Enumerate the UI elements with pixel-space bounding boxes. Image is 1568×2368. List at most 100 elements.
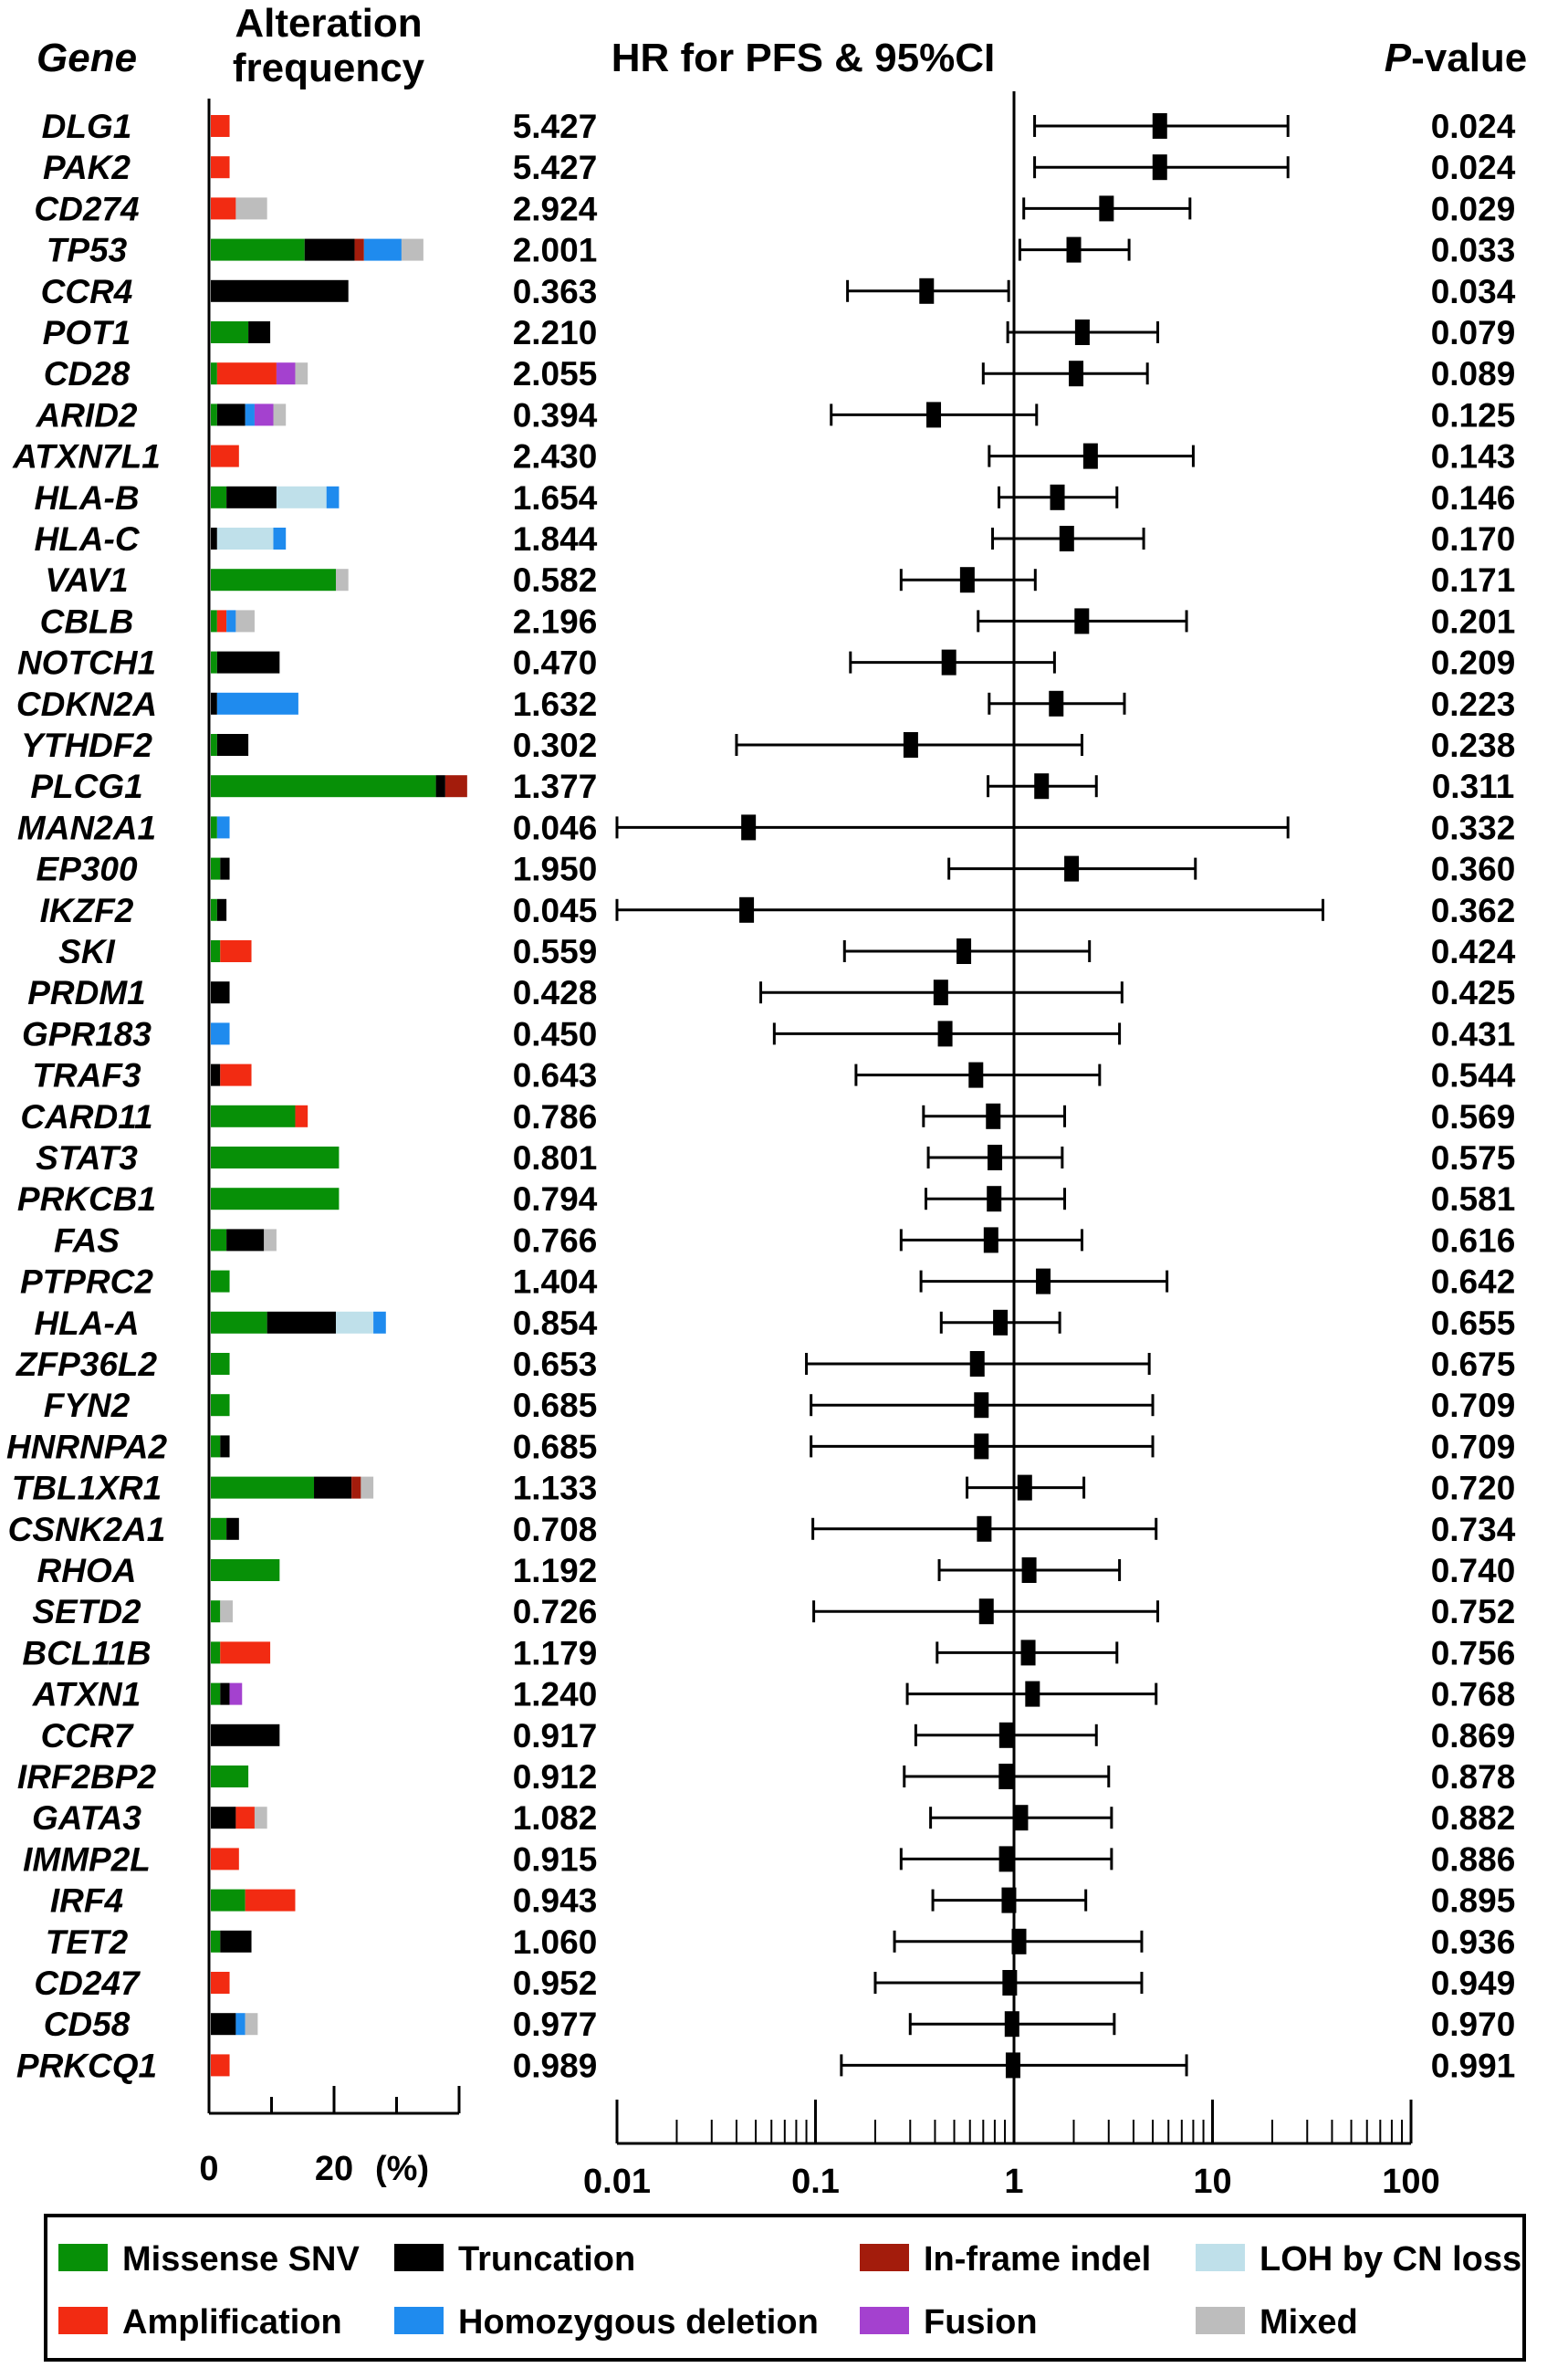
gene-label: IRF4 bbox=[50, 1882, 123, 1920]
p-value-label: 0.544 bbox=[1431, 1057, 1516, 1095]
p-value-label: 0.655 bbox=[1431, 1304, 1516, 1342]
hr-value-label: 1.082 bbox=[513, 1799, 598, 1837]
hr-point bbox=[969, 1351, 985, 1377]
gene-label: SKI bbox=[58, 933, 115, 970]
p-value-label: 0.362 bbox=[1431, 892, 1516, 929]
gene-label: IRF2BP2 bbox=[17, 1758, 157, 1796]
p-value-label: 0.575 bbox=[1431, 1139, 1516, 1177]
legend-swatch-inframe bbox=[860, 2244, 909, 2271]
hr-point bbox=[1001, 1887, 1017, 1913]
p-value-label: 0.616 bbox=[1431, 1221, 1516, 1259]
hr-point bbox=[1036, 1268, 1051, 1294]
p-value-label: 0.709 bbox=[1431, 1387, 1516, 1424]
p-value-label: 0.878 bbox=[1431, 1758, 1516, 1796]
hr-point bbox=[919, 278, 935, 304]
hr-point bbox=[998, 1722, 1014, 1748]
bar-segment-truncation bbox=[435, 775, 445, 798]
hr-value-label: 0.428 bbox=[513, 974, 598, 1011]
hr-value-label: 2.196 bbox=[513, 602, 598, 640]
p-value-label: 0.991 bbox=[1431, 2047, 1516, 2084]
p-value-label: 0.223 bbox=[1431, 686, 1516, 723]
bar-segment-amplification bbox=[216, 362, 277, 385]
p-value-label: 0.970 bbox=[1431, 2006, 1516, 2043]
p-value-label: 0.125 bbox=[1431, 396, 1516, 434]
hr-point bbox=[974, 1392, 989, 1419]
hr-point bbox=[1011, 1928, 1027, 1954]
hr-point bbox=[978, 1598, 994, 1625]
bar-segment-missense bbox=[211, 569, 336, 592]
bar-segment-missense bbox=[211, 1600, 221, 1623]
bar-segment-truncation bbox=[211, 2013, 236, 2036]
hr-point bbox=[1074, 608, 1090, 634]
bar-segment-fusion bbox=[254, 403, 274, 426]
hr-point bbox=[941, 649, 956, 676]
legend-box bbox=[44, 2214, 1526, 2362]
hr-point bbox=[1017, 1474, 1032, 1501]
bar-segment-homdel bbox=[235, 2013, 246, 2036]
hr-value-label: 2.924 bbox=[513, 190, 598, 227]
hr-value-label: 1.133 bbox=[513, 1470, 598, 1507]
bar-segment-mixed bbox=[273, 403, 287, 426]
pvalue-header-p: P bbox=[1385, 36, 1412, 80]
forest-tick-label: 10 bbox=[1193, 2163, 1231, 2201]
legend-swatch-homdel bbox=[394, 2307, 444, 2334]
hr-value-label: 2.001 bbox=[513, 232, 598, 269]
bar-segment-amplification bbox=[211, 2054, 230, 2077]
legend-label-amplification: Amplification bbox=[122, 2303, 342, 2342]
hr-value-label: 0.685 bbox=[513, 1387, 598, 1424]
bar-segment-amplification bbox=[245, 1889, 296, 1912]
bar-segment-amplification bbox=[235, 1807, 255, 1829]
hr-point bbox=[998, 1846, 1014, 1872]
legend-label-missense: Missense SNV bbox=[122, 2240, 360, 2279]
hr-value-label: 0.302 bbox=[513, 727, 598, 764]
hr-point bbox=[1049, 690, 1064, 717]
gene-label: TBL1XR1 bbox=[12, 1470, 162, 1507]
p-value-label: 0.146 bbox=[1431, 479, 1516, 517]
p-value-label: 0.332 bbox=[1431, 809, 1516, 846]
p-value-label: 0.034 bbox=[1431, 273, 1516, 310]
hr-value-label: 1.192 bbox=[513, 1552, 598, 1589]
gene-label: TP53 bbox=[47, 232, 128, 269]
gene-label: FAS bbox=[54, 1221, 120, 1259]
hr-value-label: 0.653 bbox=[513, 1346, 598, 1383]
hr-value-label: 1.377 bbox=[513, 768, 598, 805]
bar-segment-mixed bbox=[361, 1476, 374, 1499]
bar-segment-missense bbox=[211, 1517, 227, 1540]
alteration-tick-label: 20 bbox=[315, 2150, 353, 2188]
hr-value-label: 0.470 bbox=[513, 644, 598, 682]
p-value-label: 0.768 bbox=[1431, 1676, 1516, 1713]
hr-point bbox=[1002, 1970, 1018, 1996]
bar-segment-amplification bbox=[211, 156, 230, 179]
p-value-label: 0.949 bbox=[1431, 1965, 1516, 2002]
hr-value-label: 2.210 bbox=[513, 314, 598, 351]
forest-plot-area bbox=[615, 91, 1324, 2143]
bar-segment-amplification bbox=[216, 610, 227, 633]
hr-value-label: 0.394 bbox=[513, 396, 598, 434]
hr-value-label: 2.055 bbox=[513, 355, 598, 393]
hr-value-label: 5.427 bbox=[513, 149, 598, 186]
hr-point bbox=[988, 1145, 1003, 1170]
bar-segment-missense bbox=[211, 1188, 340, 1210]
gene-header: Gene bbox=[37, 36, 137, 80]
hr-value-label: 1.654 bbox=[513, 479, 598, 517]
p-value-label: 0.089 bbox=[1431, 355, 1516, 393]
bar-segment-amplification bbox=[211, 1972, 230, 1994]
hr-point bbox=[926, 402, 942, 428]
p-value-label: 0.033 bbox=[1431, 232, 1516, 269]
hr-point bbox=[1013, 1805, 1029, 1831]
bar-segment-truncation bbox=[211, 692, 217, 715]
forest-tick-label: 0.01 bbox=[583, 2163, 651, 2201]
p-value-label: 0.642 bbox=[1431, 1263, 1516, 1301]
bar-segment-truncation bbox=[211, 1724, 280, 1746]
legend-swatch-loh bbox=[1196, 2244, 1245, 2271]
hr-value-label: 0.989 bbox=[513, 2047, 598, 2084]
hr-point bbox=[959, 567, 975, 593]
gene-label: RHOA bbox=[37, 1552, 137, 1589]
hr-value-label: 0.450 bbox=[513, 1015, 598, 1053]
gene-label: CD58 bbox=[44, 2006, 131, 2043]
gene-label: ATXN7L1 bbox=[12, 438, 161, 476]
p-value-label: 0.740 bbox=[1431, 1552, 1516, 1589]
hr-point bbox=[1152, 154, 1167, 181]
p-value-label: 0.734 bbox=[1431, 1511, 1516, 1548]
